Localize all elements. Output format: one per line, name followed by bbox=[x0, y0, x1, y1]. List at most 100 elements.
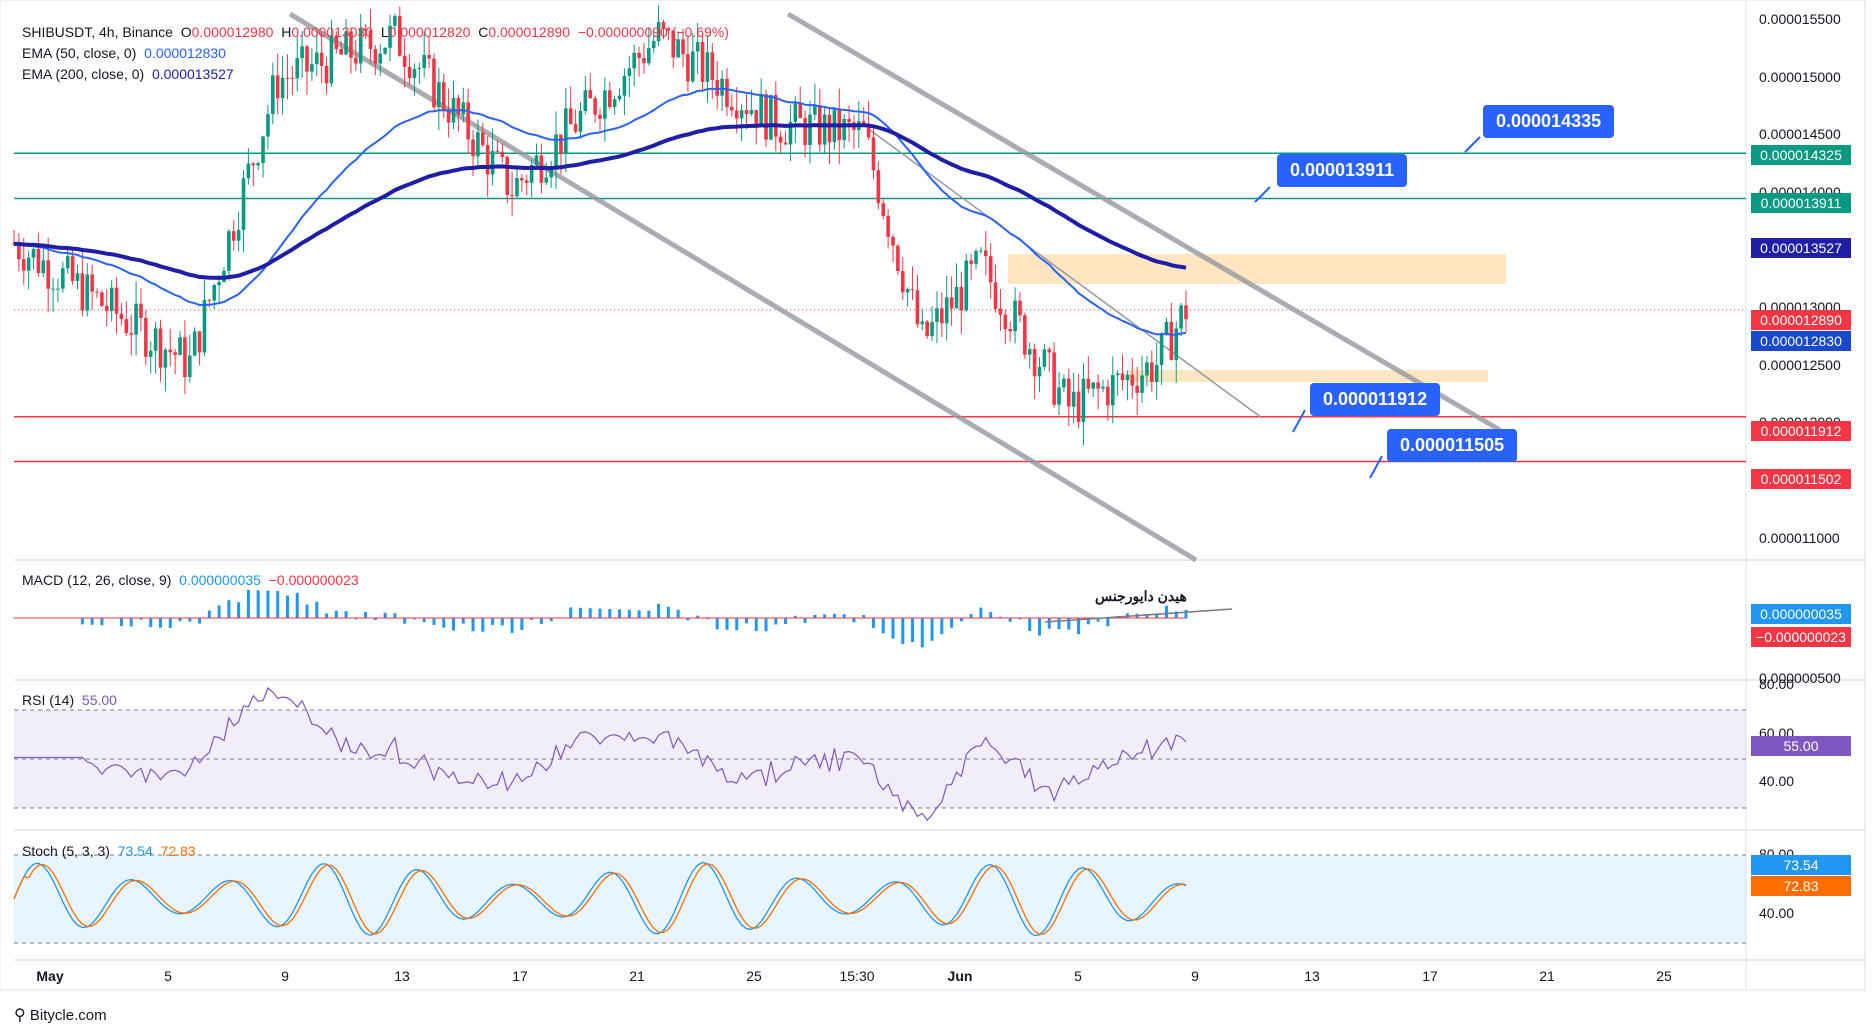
macd-bar bbox=[901, 618, 905, 644]
candle-body bbox=[944, 297, 949, 324]
candle-body bbox=[642, 57, 646, 64]
time-tick: Jun bbox=[947, 968, 973, 984]
low-value: 0.000012820 bbox=[388, 24, 471, 40]
macd-label: MACD (12, 26, close, 9) bbox=[22, 572, 172, 588]
ema200-legend[interactable]: EMA (200, close, 0) 0.000013527 bbox=[22, 65, 234, 84]
candle-body bbox=[617, 95, 622, 100]
ema50-legend[interactable]: EMA (50, close, 0) 0.000012830 bbox=[22, 44, 226, 63]
candle-body bbox=[246, 163, 251, 179]
callout-13911[interactable]: 0.000013911 bbox=[1277, 154, 1408, 187]
candle-body bbox=[910, 289, 915, 291]
macd-bar bbox=[539, 618, 543, 625]
candle-body bbox=[861, 121, 866, 125]
candle-body bbox=[461, 102, 466, 115]
candle-body bbox=[730, 106, 734, 111]
callout-11505[interactable]: 0.000011505 bbox=[1387, 429, 1518, 462]
ema50-label: EMA (50, close, 0) bbox=[22, 45, 137, 61]
ema50-line bbox=[13, 87, 1187, 336]
callout-connector bbox=[1464, 136, 1481, 153]
candle-body bbox=[441, 82, 446, 111]
candle-body bbox=[231, 231, 236, 241]
candle-body bbox=[896, 245, 900, 272]
macd-bar bbox=[832, 613, 836, 619]
stoch-k-tag: 73.54 bbox=[1751, 855, 1851, 875]
candle-body bbox=[168, 349, 173, 353]
candle-body bbox=[881, 203, 886, 216]
candle-body bbox=[720, 78, 724, 96]
candle-body bbox=[310, 64, 314, 72]
candle-body bbox=[407, 66, 412, 79]
rsi-legend[interactable]: RSI (14) 55.00 bbox=[22, 691, 117, 710]
candle-body bbox=[510, 194, 514, 197]
macd-legend[interactable]: MACD (12, 26, close, 9) 0.000000035 −0.0… bbox=[22, 571, 359, 590]
divergence-note: هیدن دایورجنس bbox=[1095, 588, 1187, 604]
candle-body bbox=[207, 299, 212, 301]
candle-body bbox=[900, 271, 905, 293]
candle-body bbox=[402, 55, 407, 67]
candle-body bbox=[119, 313, 124, 320]
stoch-d-line bbox=[13, 863, 1187, 935]
macd-bar bbox=[334, 610, 338, 619]
candle-body bbox=[305, 46, 309, 72]
candle-body bbox=[393, 16, 397, 26]
candle-body bbox=[690, 51, 695, 82]
price-tick: 0.000015500 bbox=[1759, 11, 1841, 27]
macd-bar bbox=[129, 618, 133, 627]
candle-body bbox=[940, 308, 944, 324]
macd-bar bbox=[598, 608, 602, 619]
footer-brand[interactable]: ⚲ Bitycle.com bbox=[14, 1005, 107, 1025]
candle-body bbox=[554, 134, 558, 169]
chart-frame bbox=[0, 0, 1866, 991]
macd-bar bbox=[911, 618, 915, 643]
candle-body bbox=[891, 236, 895, 246]
macd-bar bbox=[1155, 614, 1159, 619]
macd-bar bbox=[1067, 618, 1071, 630]
candle-body bbox=[686, 54, 690, 82]
macd-bar bbox=[803, 618, 807, 624]
candle-body bbox=[46, 260, 50, 289]
time-tick: 5 bbox=[164, 968, 172, 984]
candle-body bbox=[920, 321, 925, 325]
candle-body bbox=[842, 118, 846, 141]
symbol-name[interactable]: SHIBUSDT, 4h, Binance bbox=[22, 24, 173, 40]
candle-body bbox=[217, 282, 221, 286]
candle-body bbox=[827, 114, 832, 143]
candle-body bbox=[564, 108, 568, 155]
stoch-tick: 40.00 bbox=[1759, 905, 1795, 921]
macd-bar bbox=[188, 618, 192, 622]
macd-bar bbox=[383, 612, 387, 619]
candle-body bbox=[241, 178, 246, 230]
candle-body bbox=[41, 260, 46, 274]
candle-body bbox=[285, 77, 290, 79]
macd-value: 0.000000035 bbox=[179, 572, 261, 588]
candle-body bbox=[75, 273, 80, 282]
time-tick: 21 bbox=[629, 968, 645, 984]
candle-body bbox=[876, 170, 881, 204]
candle-body bbox=[1140, 375, 1144, 393]
candle-body bbox=[1018, 300, 1022, 316]
macd-bar bbox=[891, 618, 895, 639]
macd-bar bbox=[256, 590, 260, 619]
candle-body bbox=[417, 68, 422, 70]
divergence-line bbox=[1044, 608, 1233, 623]
candle-body bbox=[1150, 362, 1154, 382]
macd-bar bbox=[80, 618, 84, 625]
callout-14335[interactable]: 0.000014335 bbox=[1483, 105, 1615, 138]
candle-body bbox=[1037, 366, 1042, 377]
candle-body bbox=[1032, 349, 1037, 377]
candle-body bbox=[676, 39, 680, 58]
callout-11912[interactable]: 0.000011912 bbox=[1310, 383, 1441, 416]
macd-bar bbox=[168, 618, 172, 628]
time-tick: 17 bbox=[1422, 968, 1438, 984]
candle-body bbox=[266, 114, 270, 137]
candle-body bbox=[632, 52, 636, 69]
macd-bar bbox=[1077, 618, 1081, 635]
candle-body bbox=[1003, 314, 1008, 330]
candle-body bbox=[495, 150, 500, 152]
macd-bar bbox=[481, 618, 485, 632]
stoch-legend[interactable]: Stoch (5, 3, 3) 73.54 72.83 bbox=[22, 842, 196, 861]
candle-body bbox=[275, 75, 280, 99]
macd-bar bbox=[227, 600, 231, 619]
macd-bar bbox=[276, 591, 280, 619]
